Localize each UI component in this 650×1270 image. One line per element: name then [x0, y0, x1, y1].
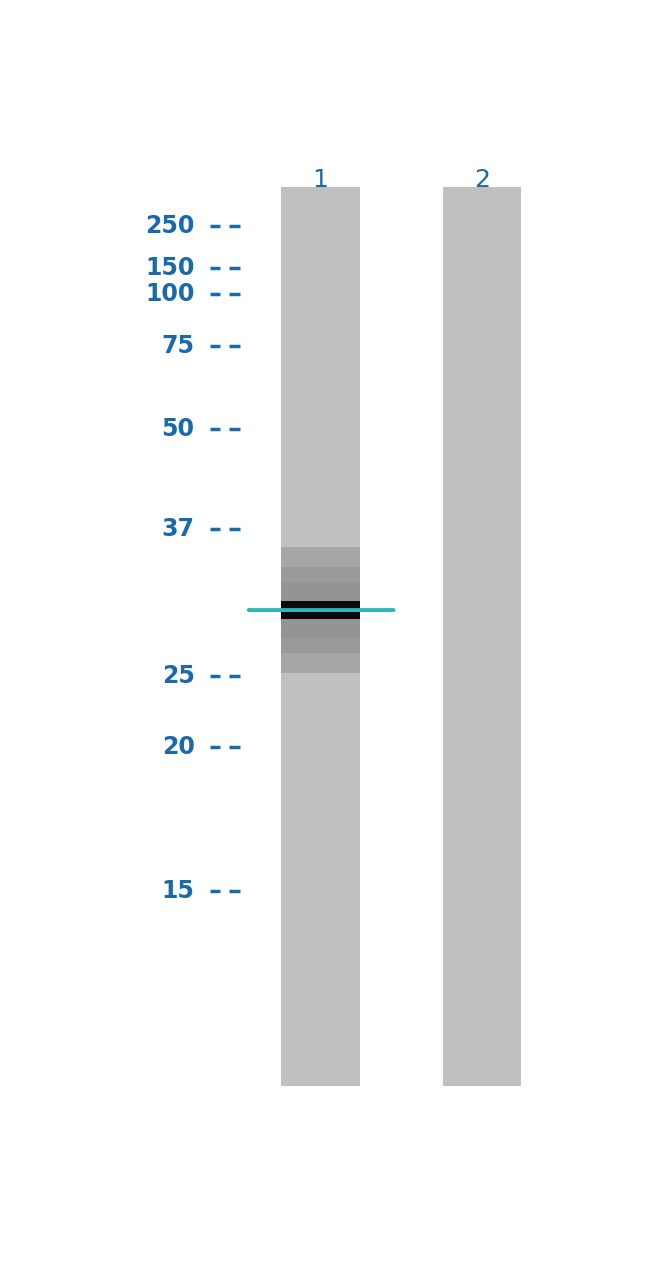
Text: 75: 75 [162, 334, 194, 358]
Text: 250: 250 [145, 213, 194, 237]
Bar [281, 582, 359, 639]
Text: 1: 1 [313, 168, 328, 192]
Text: 37: 37 [162, 517, 194, 541]
Bar [281, 566, 359, 653]
Bar [443, 187, 521, 1086]
Text: 15: 15 [162, 879, 194, 903]
Bar [281, 601, 359, 618]
Text: 150: 150 [145, 255, 194, 279]
Text: 50: 50 [162, 417, 194, 441]
Text: 100: 100 [145, 282, 194, 306]
Bar [281, 187, 359, 1086]
Bar [281, 547, 359, 673]
Text: 20: 20 [162, 735, 194, 759]
Text: 25: 25 [162, 664, 194, 687]
Text: 2: 2 [474, 168, 489, 192]
